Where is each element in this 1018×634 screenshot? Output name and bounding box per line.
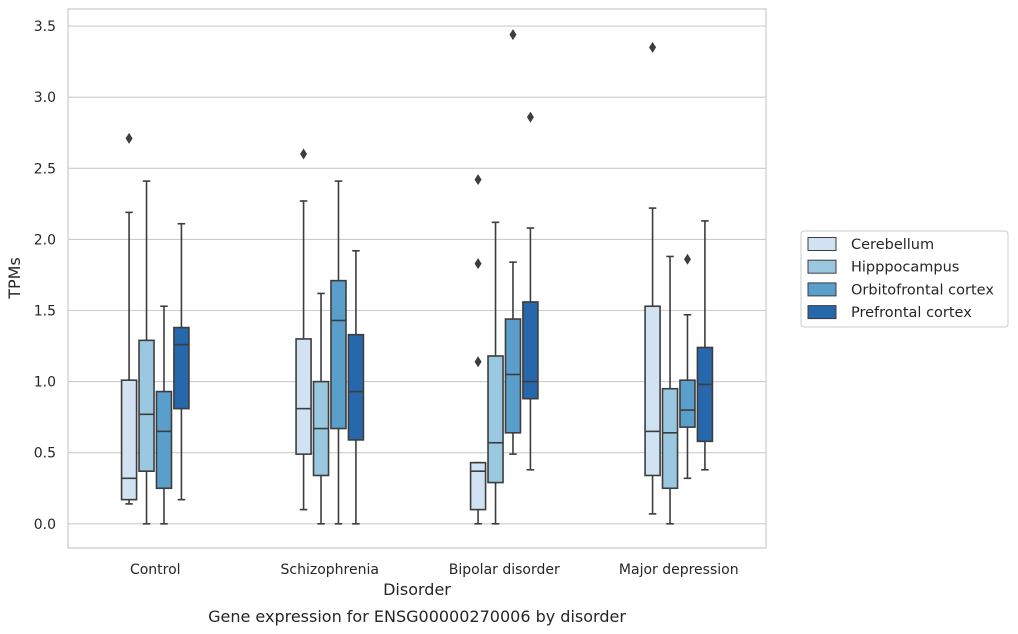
box-2-2 — [504, 29, 522, 455]
box-1-2 — [330, 180, 347, 525]
box-1-1 — [312, 292, 330, 525]
outlier-point — [474, 258, 482, 270]
box-3-1 — [661, 255, 679, 525]
legend-label: Orbitofrontal cortex — [851, 282, 994, 298]
legend: Cerebellum Hipppocampus Orbitofrontal cort… — [800, 230, 1009, 328]
outlier-point — [474, 356, 482, 368]
box-body — [469, 461, 487, 511]
box-1-0 — [295, 148, 312, 511]
legend-swatch — [807, 282, 837, 297]
legend-label: Hipppocampus — [851, 260, 959, 276]
outlier-point — [300, 148, 308, 160]
y-tick-label: 1.5 — [34, 303, 56, 319]
box-body — [661, 387, 679, 490]
plot-area — [67, 8, 767, 549]
y-tick-label: 0.0 — [34, 517, 56, 533]
box-plots — [120, 29, 714, 525]
box-0-1 — [138, 180, 155, 525]
box-body — [295, 338, 312, 455]
y-tick-label: 1.0 — [34, 375, 56, 391]
outlier-point — [649, 41, 657, 53]
x-tick-label: Control — [130, 562, 181, 578]
box-body — [138, 339, 155, 473]
box-3-0 — [644, 41, 661, 515]
box-0-2 — [155, 305, 173, 525]
outlier-point — [683, 253, 691, 265]
box-2-3 — [522, 111, 539, 471]
outlier-point — [474, 174, 482, 186]
y-tick-label: 2.5 — [34, 161, 56, 177]
outlier-point — [509, 29, 517, 41]
y-tick-label: 3.5 — [34, 19, 56, 35]
box-body — [155, 390, 173, 490]
box-3-3 — [696, 220, 714, 471]
box-body — [504, 318, 522, 434]
legend-swatch — [807, 259, 837, 274]
y-tick-label: 0.5 — [34, 446, 56, 462]
outlier-point — [125, 132, 133, 144]
box-body — [330, 279, 347, 430]
box-2-0 — [469, 174, 487, 525]
box-body — [173, 326, 190, 410]
y-axis-label: TPMs — [5, 257, 24, 300]
legend-swatch — [807, 237, 837, 251]
y-tick-labels: 0.0 0.5 1.0 1.5 2.0 2.5 3.0 3.5 — [34, 19, 56, 533]
outlier-point — [526, 111, 534, 123]
box-body — [522, 301, 539, 400]
box-body — [487, 355, 504, 484]
box-body — [696, 346, 714, 443]
x-tick-labels: Control Schizophrenia Bipolar disorder Majo… — [130, 562, 739, 578]
box-body — [644, 305, 661, 477]
chart-caption: Gene expression for ENSG00000270006 by d… — [208, 607, 626, 626]
x-axis-label: Disorder — [383, 580, 451, 599]
box-2-1 — [487, 221, 504, 525]
box-0-3 — [173, 222, 190, 501]
box-1-3 — [347, 249, 365, 525]
box-0-0 — [120, 132, 138, 505]
box-body — [347, 333, 365, 441]
box-body — [679, 379, 696, 428]
legend-swatch — [807, 305, 837, 320]
x-tick-label: Major depression — [619, 562, 739, 578]
legend-label: Prefrontal cortex — [851, 305, 972, 321]
legend-label: Cerebellum — [851, 237, 934, 253]
box-3-2 — [679, 253, 696, 480]
box-body — [120, 379, 138, 501]
y-tick-label: 2.0 — [34, 232, 56, 248]
x-tick-label: Bipolar disorder — [449, 562, 560, 578]
x-tick-label: Schizophrenia — [281, 562, 379, 578]
y-tick-label: 3.0 — [34, 90, 56, 106]
legend-frame — [800, 230, 1009, 328]
